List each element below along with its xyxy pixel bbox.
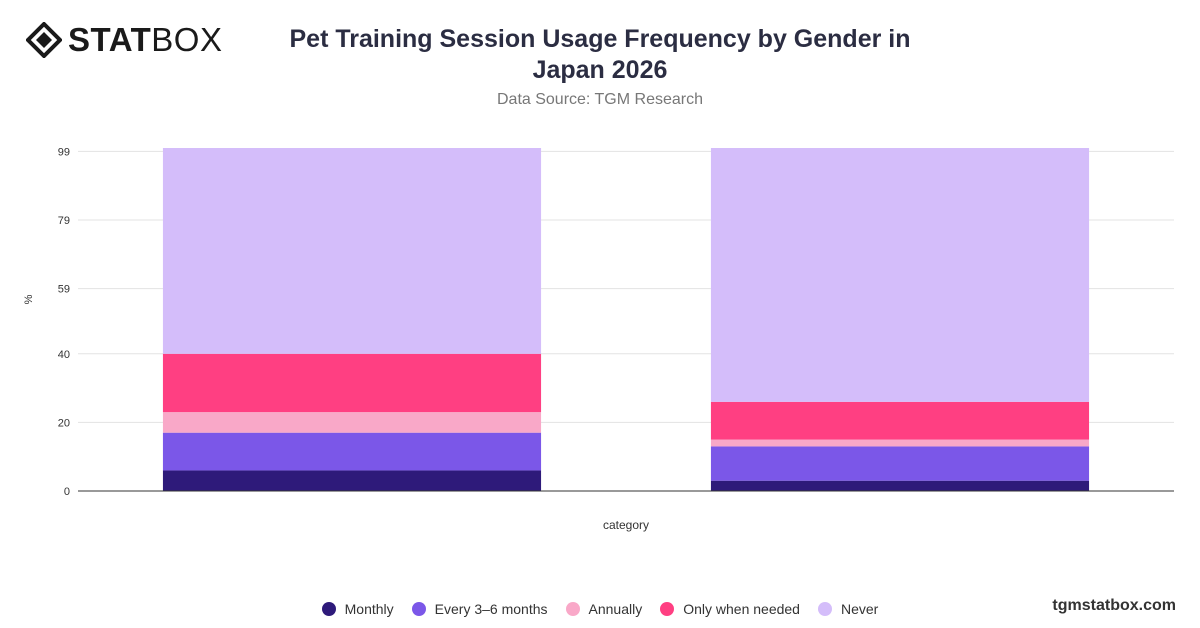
legend-item[interactable]: Every 3–6 months [411,601,548,617]
legend-item[interactable]: Only when needed [660,601,800,617]
legend-item[interactable]: Never [817,601,879,617]
bar-segment-never [162,148,542,354]
bar-segment-never [710,148,1090,402]
logo-bold-text: STAT [68,21,152,58]
bar-segment-annually [162,412,542,433]
legend-label: Annually [588,601,643,617]
y-tick-label: 0 [64,486,70,498]
bar-segment-monthly [162,470,542,491]
legend-dot-icon [321,602,336,616]
bar-segment-monthly [710,480,1090,491]
legend-item[interactable]: Monthly [321,601,394,617]
legend-dot-icon [565,602,580,616]
legend-label: Monthly [344,601,394,617]
y-tick-label: 99 [58,146,70,158]
logo-text: STATBOX [68,22,222,58]
diamond-logo-icon [26,22,62,58]
watermark: tgmstatbox.com [1052,597,1176,614]
chart-title: Pet Training Session Usage Frequency by … [289,25,911,84]
legend-dot-icon [660,602,675,616]
legend-label: Never [840,601,879,617]
legend-dot-icon [411,602,426,616]
y-axis-label: % [23,294,35,304]
logo-light-text: BOX [151,21,223,58]
x-axis-label: category [603,518,649,532]
bar-segment-only-when-needed [710,401,1090,440]
bar-segment-every-3-6-months [710,446,1090,481]
y-tick-label: 40 [58,349,70,361]
legend-dot-icon [817,602,832,616]
legend-label: Only when needed [683,601,800,617]
chart-subtitle: Data Source: TGM Research [496,91,703,108]
legend-item[interactable]: Annually [565,601,643,617]
bar-segment-annually [710,439,1090,447]
y-tick-label: 20 [58,417,70,429]
statbox-logo: STATBOX [26,22,222,58]
chart-legend: Monthly Every 3–6 months Annually Only when… [0,601,1200,617]
y-tick-label: 79 [58,215,70,227]
legend-label: Every 3–6 months [434,601,548,617]
bar-segment-only-when-needed [162,353,542,413]
y-tick-label: 59 [58,284,70,296]
bar-segment-every-3-6-months [162,432,542,471]
stacked-bar-chart: 0 20 40 59 79 99% category [23,146,1174,532]
